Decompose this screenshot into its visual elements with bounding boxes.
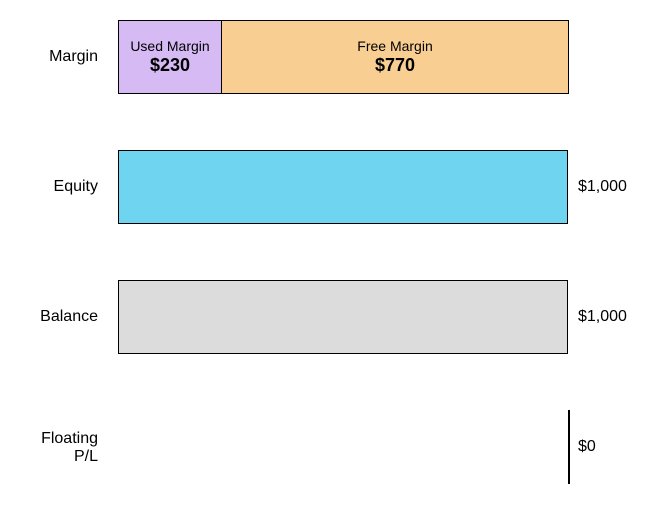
row-balance: Balance $1,000 — [0, 280, 672, 354]
segment-label: Free Margin — [357, 38, 432, 54]
label-text: Balance — [40, 308, 98, 325]
row-margin: Margin Used Margin $230 Free Margin $770 — [0, 20, 672, 94]
row-floating-pl: Floating P/L $0 — [0, 410, 672, 484]
row-label-equity: Equity — [0, 178, 108, 196]
segment-value: $770 — [375, 54, 415, 76]
segment-used-margin: Used Margin $230 — [118, 20, 222, 94]
label-text-line2: P/L — [74, 448, 98, 465]
value-floating-pl: $0 — [578, 438, 596, 456]
segment-free-margin: Free Margin $770 — [222, 20, 569, 94]
segment-label: Used Margin — [130, 38, 209, 54]
bar-equity — [118, 150, 568, 224]
segment-value: $230 — [150, 54, 190, 76]
segment-equity — [118, 150, 568, 224]
segment-balance — [118, 280, 568, 354]
value-balance: $1,000 — [578, 308, 627, 326]
label-text: Margin — [49, 48, 98, 65]
zero-tick — [568, 410, 570, 484]
bar-floating-pl — [118, 410, 568, 484]
row-equity: Equity $1,000 — [0, 150, 672, 224]
row-label-floating-pl: Floating P/L — [0, 430, 108, 466]
label-text-line1: Floating — [41, 430, 98, 447]
label-text: Equity — [54, 178, 98, 195]
bar-margin: Used Margin $230 Free Margin $770 — [118, 20, 568, 94]
account-metrics-chart: Margin Used Margin $230 Free Margin $770… — [0, 0, 672, 532]
row-label-balance: Balance — [0, 308, 108, 326]
value-equity: $1,000 — [578, 178, 627, 196]
bar-balance — [118, 280, 568, 354]
row-label-margin: Margin — [0, 48, 108, 66]
